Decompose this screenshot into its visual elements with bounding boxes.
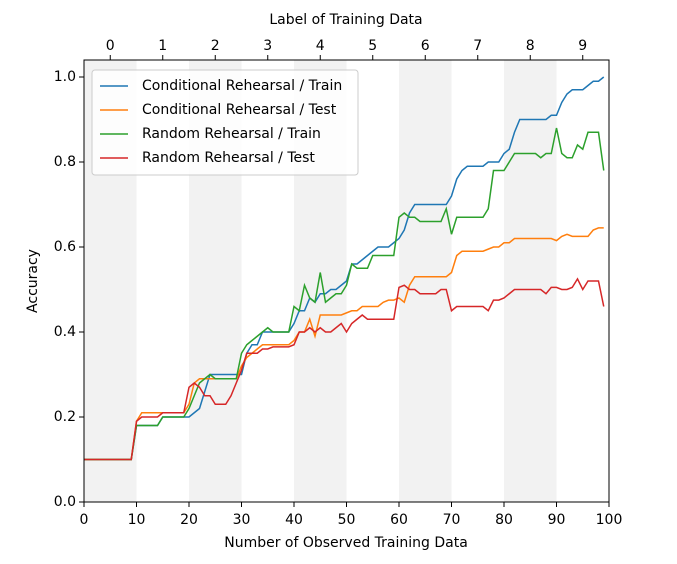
legend-box [91, 69, 359, 176]
top-tick-label: 1 [158, 38, 167, 54]
x-tick-label: 70 [443, 512, 461, 528]
top-tick-label: 0 [106, 38, 115, 54]
legend-label: Random Rehearsal / Test [142, 150, 315, 166]
x-tick-label: 50 [338, 512, 356, 528]
shaded-span [504, 60, 557, 502]
top-tick-label: 4 [316, 38, 325, 54]
y-axis-label: Accuracy [25, 249, 41, 313]
y-tick-label: 0.0 [54, 494, 76, 510]
y-tick-label: 0.6 [54, 239, 76, 255]
x-tick-label: 40 [285, 512, 303, 528]
top-tick-label: 3 [263, 38, 272, 54]
x-tick-label: 30 [233, 512, 251, 528]
top-tick-label: 8 [526, 38, 535, 54]
x-tick-label: 10 [128, 512, 146, 528]
top-tick-label: 9 [578, 38, 587, 54]
y-tick-label: 0.2 [54, 409, 76, 425]
x-tick-label: 80 [495, 512, 513, 528]
top-tick-label: 5 [368, 38, 377, 54]
series-line [84, 127, 605, 461]
x-axis-label: Number of Observed Training Data [224, 535, 468, 551]
top-axis-label: Label of Training Data [269, 12, 422, 28]
legend-label: Conditional Rehearsal / Test [142, 102, 337, 118]
legend-label: Conditional Rehearsal / Train [142, 78, 342, 94]
plot-frame [83, 59, 610, 503]
shaded-span [399, 60, 452, 502]
x-tick-label: 0 [80, 512, 89, 528]
x-tick-label: 90 [548, 512, 566, 528]
x-tick-label: 60 [390, 512, 408, 528]
series-line [84, 277, 605, 461]
top-tick-label: 6 [421, 38, 430, 54]
top-tick-label: 2 [211, 38, 220, 54]
legend-label: Random Rehearsal / Train [142, 126, 321, 142]
x-tick-label: 100 [596, 512, 623, 528]
y-tick-label: 0.4 [54, 324, 76, 340]
top-tick-label: 7 [473, 38, 482, 54]
x-tick-label: 20 [180, 512, 198, 528]
y-tick-label: 0.8 [54, 154, 76, 170]
y-tick-label: 1.0 [54, 69, 76, 85]
